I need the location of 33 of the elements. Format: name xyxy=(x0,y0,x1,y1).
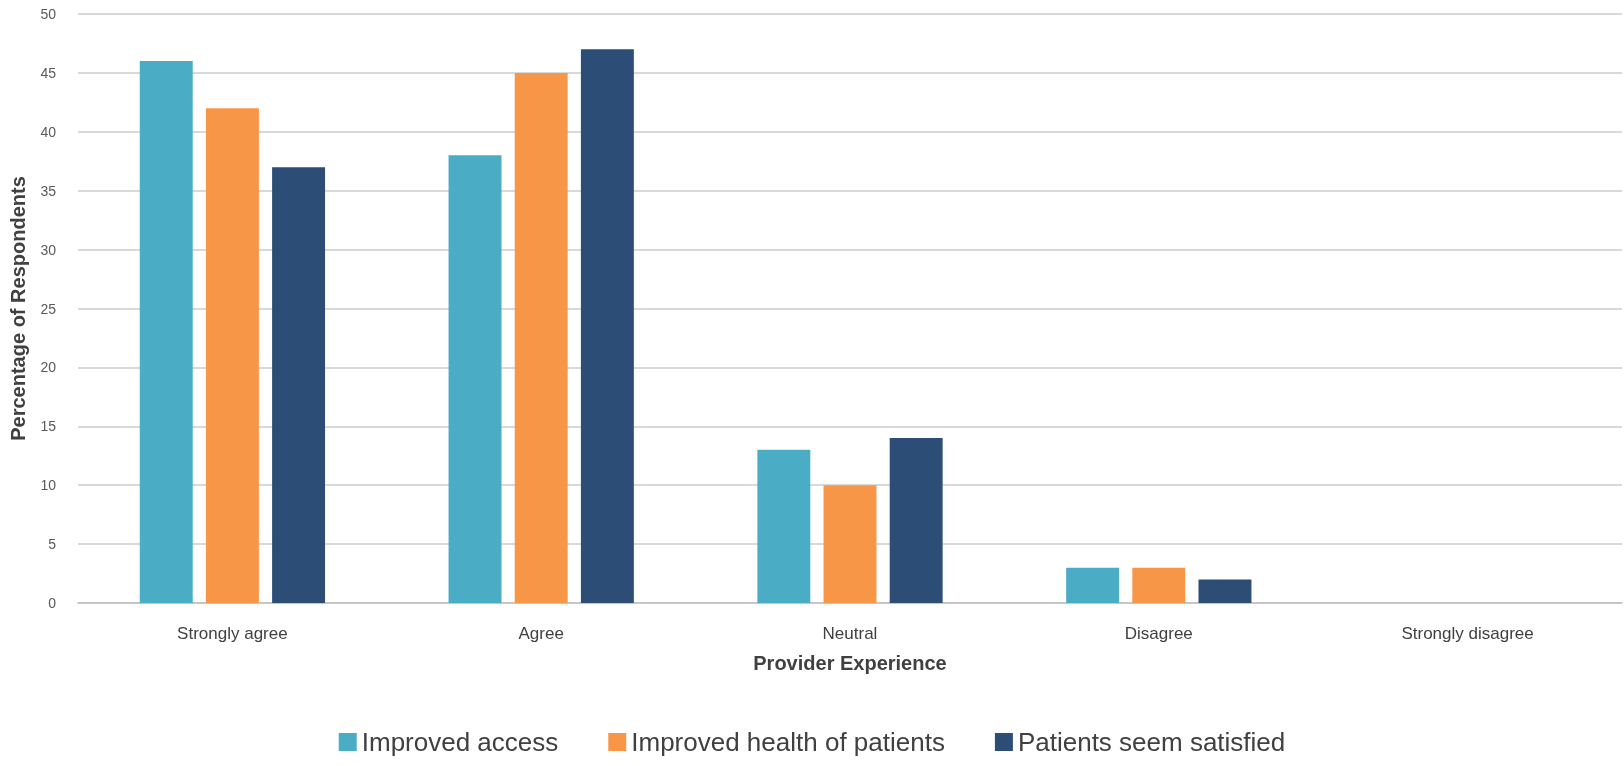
y-tick-label: 40 xyxy=(40,123,57,140)
bar xyxy=(272,167,326,603)
y-tick-label: 30 xyxy=(40,241,57,258)
y-tick-label: 10 xyxy=(40,477,57,494)
bar xyxy=(757,449,811,603)
y-axis-title: Percentage of Respondents xyxy=(7,176,29,441)
bar xyxy=(1066,567,1120,603)
y-tick-label: 5 xyxy=(48,536,57,553)
y-tick-label: 15 xyxy=(40,418,57,435)
x-tick-label: Disagree xyxy=(1124,624,1193,643)
y-tick-label: 45 xyxy=(40,64,57,81)
legend-label: Patients seem satisfied xyxy=(1017,727,1286,757)
y-tick-label: 35 xyxy=(40,182,57,199)
bar xyxy=(139,61,193,603)
bar xyxy=(823,485,877,603)
bar xyxy=(514,72,568,603)
bar xyxy=(1198,579,1252,603)
bar xyxy=(205,108,259,603)
bar xyxy=(580,49,634,603)
x-tick-label: Strongly agree xyxy=(177,624,288,643)
x-tick-label: Strongly disagree xyxy=(1401,624,1534,643)
legend-label: Improved health of patients xyxy=(631,727,945,757)
y-tick-label: 20 xyxy=(40,359,57,376)
bar xyxy=(1132,567,1186,603)
y-tick-label: 50 xyxy=(40,6,57,22)
x-tick-label: Agree xyxy=(518,624,564,643)
y-tick-label: 0 xyxy=(48,595,57,611)
x-axis-title: Provider Experience xyxy=(753,652,947,674)
y-tick-label: 25 xyxy=(40,300,57,317)
bar xyxy=(889,438,943,603)
bar xyxy=(448,155,502,603)
legend-label: Improved access xyxy=(361,727,559,757)
x-tick-label: Neutral xyxy=(822,624,878,643)
